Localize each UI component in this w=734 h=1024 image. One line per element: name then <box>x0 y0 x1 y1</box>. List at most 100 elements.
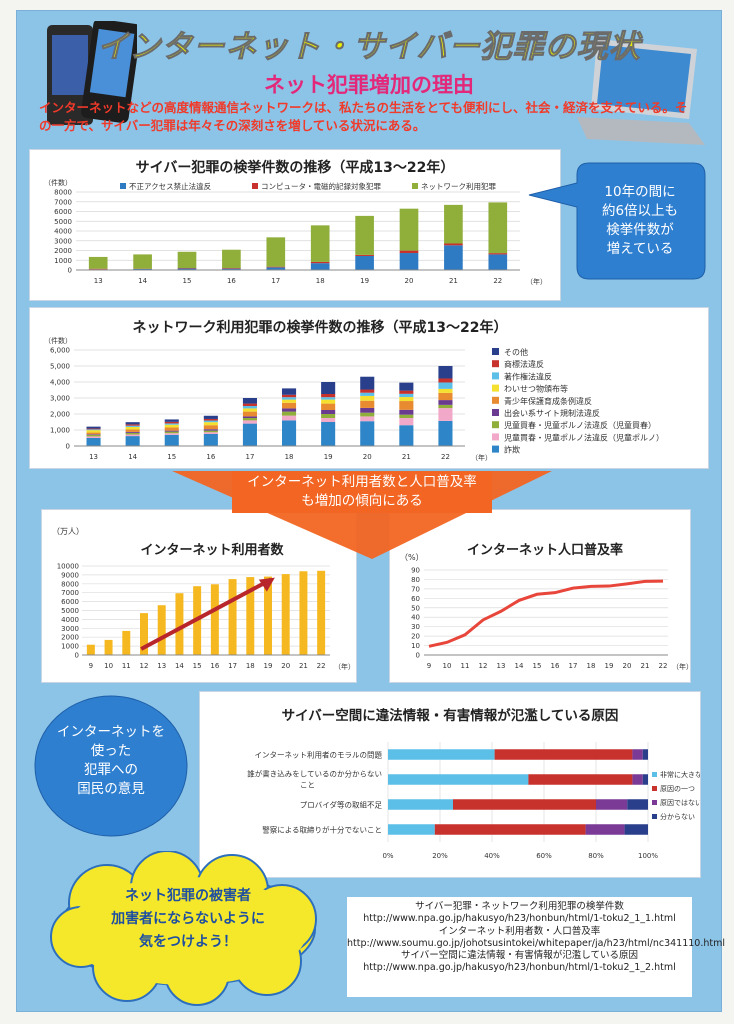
y-tick-label: 2000 <box>61 634 79 642</box>
bar-segment <box>438 420 453 446</box>
bar-segment <box>399 208 419 251</box>
bar-segment <box>222 268 241 270</box>
x-tick-label: 16 <box>210 662 219 670</box>
growth-callout-text: 10年の間に 約6倍以上も 検挙件数が 増えている <box>577 183 703 259</box>
bar-segment <box>488 253 508 255</box>
y-tick-label: 4000 <box>61 616 79 624</box>
bar-segment <box>388 774 529 785</box>
bar-segment <box>86 428 101 430</box>
bar-segment <box>164 419 179 422</box>
y-tick-label: 6,000 <box>50 347 70 355</box>
y-tick-label: 3000 <box>54 237 72 245</box>
bar <box>104 639 113 655</box>
bar-segment <box>399 414 414 418</box>
bar <box>140 613 148 655</box>
bar-segment <box>282 388 297 395</box>
source-url-3[interactable]: http://www.npa.go.jp/hakusyo/h23/honbun/… <box>363 962 676 974</box>
x-tick-label: 22 <box>441 453 450 461</box>
big-orange-arrow <box>172 471 552 559</box>
legend-label: 分からない <box>660 812 695 821</box>
bar-segment <box>642 774 648 785</box>
bar-segment <box>86 429 101 431</box>
bar-segment <box>282 402 297 409</box>
cybercrime-arrests-chart: サイバー犯罪の検挙件数の推移（平成13〜22年） 不正アクセス禁止法違反 コンピュー… <box>44 159 547 286</box>
bar-segment <box>399 393 414 398</box>
y-tick-label: 90 <box>411 567 420 575</box>
bar-segment <box>444 245 463 270</box>
bar-segment <box>86 432 101 435</box>
y-tick-label: 20 <box>411 633 420 641</box>
legend-label: 児童買春・児童ポルノ法違反（児童ポルノ） <box>504 432 664 442</box>
bar-segment <box>242 403 257 406</box>
advice-line-1: ネット犯罪の被害者 <box>125 888 251 904</box>
x-tick-label: 18 <box>285 453 294 461</box>
bar-segment <box>125 426 140 430</box>
x-tick-label: 12 <box>479 662 488 670</box>
bar-segment <box>355 254 374 256</box>
advice-line-3: 気をつけよう！ <box>139 934 237 950</box>
bar-segment <box>388 749 495 760</box>
source-label-3: サイバー空間に違法情報・有害情報が氾濫している原因 <box>400 950 639 962</box>
bar-segment <box>642 749 648 760</box>
x-tick-label: 10 <box>443 662 452 670</box>
source-label-2: インターネット利用者数・人口普及率 <box>438 925 601 937</box>
bar-segment <box>360 400 375 408</box>
bar <box>299 571 308 655</box>
x-axis-label: （年） <box>672 662 690 671</box>
legend-swatch <box>492 433 499 441</box>
legend-swatch <box>492 396 499 404</box>
source-label-1: サイバー犯罪・ネットワーク利用犯罪の検挙件数 <box>415 901 624 912</box>
bar-segment <box>203 434 218 446</box>
cause-chart-panel: サイバー空間に違法情報・有害情報が氾濫している原因 0% 20% 40% 60% 80% 1… <box>199 691 716 878</box>
poster-subtitle: ネット犯罪増加の理由 <box>264 73 474 97</box>
y-tick-label: 0 <box>416 652 420 660</box>
category-label: 警察による取締りが十分でないこと <box>262 825 382 835</box>
penetration-line <box>428 579 664 648</box>
legend-swatch <box>652 814 657 819</box>
opinion-line-1: インターネットを <box>57 724 165 740</box>
y-tick-label: 2,000 <box>50 411 70 419</box>
penetration-chart-panel: インターネット人口普及率0102030405060708090（%）（年）910… <box>389 509 693 683</box>
bar-segment <box>164 421 179 424</box>
y-tick-label: 60 <box>411 595 420 603</box>
bar-segment <box>399 425 414 446</box>
x-tick-label: 15 <box>167 453 176 461</box>
y-tick-label: 0 <box>66 443 70 451</box>
x-tick-label: 21 <box>299 662 308 670</box>
bar-segment <box>86 436 101 438</box>
bar <box>175 593 184 655</box>
bar-segment <box>242 411 257 417</box>
penetration-rate-chart: インターネット人口普及率0102030405060708090（%）（年）910… <box>400 542 693 671</box>
bar-segment <box>399 401 414 410</box>
legend-label: 原因ではない <box>660 799 700 807</box>
chart-title: インターネット人口普及率 <box>467 542 623 558</box>
source-url-1[interactable]: http://www.npa.go.jp/hakusyo/h23/honbun/… <box>363 913 676 925</box>
x-tick-label: 17 <box>271 277 280 285</box>
bar-segment <box>360 392 375 396</box>
bar-segment <box>125 429 140 432</box>
bar-segment <box>266 266 286 268</box>
growth-callout-bubble <box>528 162 706 280</box>
bar-segment <box>125 424 140 426</box>
bar-segment <box>434 824 586 835</box>
network-crime-chart: ネットワーク利用犯罪の検挙件数の推移（平成13〜22年） 0 1,000 2,000 3… <box>44 319 664 462</box>
x-tick-label: 21 <box>641 662 650 670</box>
bar-segment <box>321 403 336 410</box>
chart-title: ネットワーク利用犯罪の検挙件数の推移（平成13〜22年） <box>133 319 508 336</box>
poster: インターネット・サイバー犯罪の現状 ネット犯罪増加の理由 インターネットなどの高… <box>16 10 725 1012</box>
legend-swatch <box>492 409 499 416</box>
bar-segment <box>444 243 463 246</box>
bar-segment <box>282 399 297 403</box>
bar-segment <box>438 366 453 379</box>
legend-swatch <box>492 421 499 429</box>
x-tick-label: 22 <box>659 662 668 670</box>
source-url-2[interactable]: http://www.soumu.go.jp/johotsusintokei/w… <box>347 937 725 949</box>
bar-segment <box>88 256 108 269</box>
arrow-line-2: も増加の傾向にある <box>301 493 423 509</box>
bar-segment <box>203 418 218 421</box>
bar-segment <box>242 423 257 446</box>
bar-segment <box>438 378 453 383</box>
x-tick-label: 21 <box>402 453 411 461</box>
bar-segment <box>528 774 633 785</box>
x-tick-label: 19 <box>264 662 273 670</box>
